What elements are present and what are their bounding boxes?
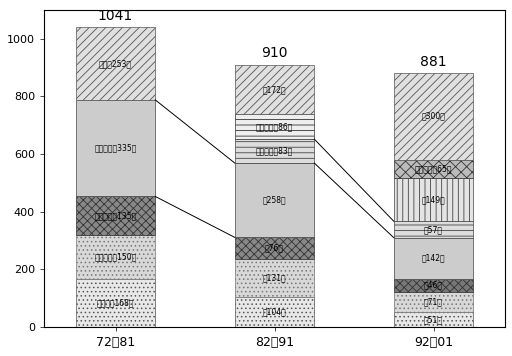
Text: 910: 910 bbox=[261, 46, 288, 61]
Bar bbox=[76, 27, 155, 100]
Text: 静电诊断（83）: 静电诊断（83） bbox=[256, 147, 293, 156]
Bar bbox=[394, 312, 473, 327]
Bar bbox=[76, 235, 155, 279]
Bar bbox=[394, 238, 473, 279]
Bar bbox=[394, 73, 473, 159]
Bar bbox=[235, 259, 314, 297]
Text: （57）: （57） bbox=[424, 225, 443, 234]
Text: 噴出气体（135）: 噴出气体（135） bbox=[94, 211, 137, 220]
Bar bbox=[235, 297, 314, 327]
Bar bbox=[235, 65, 314, 114]
Text: （149）: （149） bbox=[422, 195, 445, 204]
Bar bbox=[235, 163, 314, 237]
Bar bbox=[235, 114, 314, 139]
Text: 流动液体（150）: 流动液体（150） bbox=[94, 252, 137, 262]
Text: （258）: （258） bbox=[263, 196, 286, 205]
Bar bbox=[394, 159, 473, 178]
Bar bbox=[76, 197, 155, 235]
Bar bbox=[235, 237, 314, 259]
Text: （131）: （131） bbox=[263, 274, 286, 283]
Text: （172）: （172） bbox=[263, 85, 286, 94]
Bar bbox=[235, 139, 314, 163]
Text: 导管流动（65）: 导管流动（65） bbox=[415, 164, 452, 173]
Bar bbox=[394, 279, 473, 292]
Text: （51）: （51） bbox=[424, 315, 443, 324]
Text: 881: 881 bbox=[420, 55, 447, 69]
Bar bbox=[76, 279, 155, 327]
Text: （104）: （104） bbox=[263, 308, 286, 316]
Bar bbox=[76, 100, 155, 197]
Text: 1041: 1041 bbox=[98, 9, 133, 23]
Text: （142）: （142） bbox=[422, 253, 445, 263]
Text: 传送带（168）: 传送带（168） bbox=[97, 298, 134, 307]
Bar bbox=[394, 178, 473, 221]
Text: 其它（253）: 其它（253） bbox=[99, 59, 132, 68]
Text: （46）: （46） bbox=[424, 281, 443, 290]
Text: 摩擦粉体（335）: 摩擦粉体（335） bbox=[94, 144, 137, 153]
Text: （76）: （76） bbox=[265, 244, 284, 253]
Text: （300）: （300） bbox=[421, 112, 445, 121]
Text: （71）: （71） bbox=[424, 298, 443, 307]
Bar bbox=[394, 292, 473, 312]
Bar bbox=[394, 221, 473, 238]
Text: 带电衣服（86）: 带电衣服（86） bbox=[256, 122, 293, 131]
